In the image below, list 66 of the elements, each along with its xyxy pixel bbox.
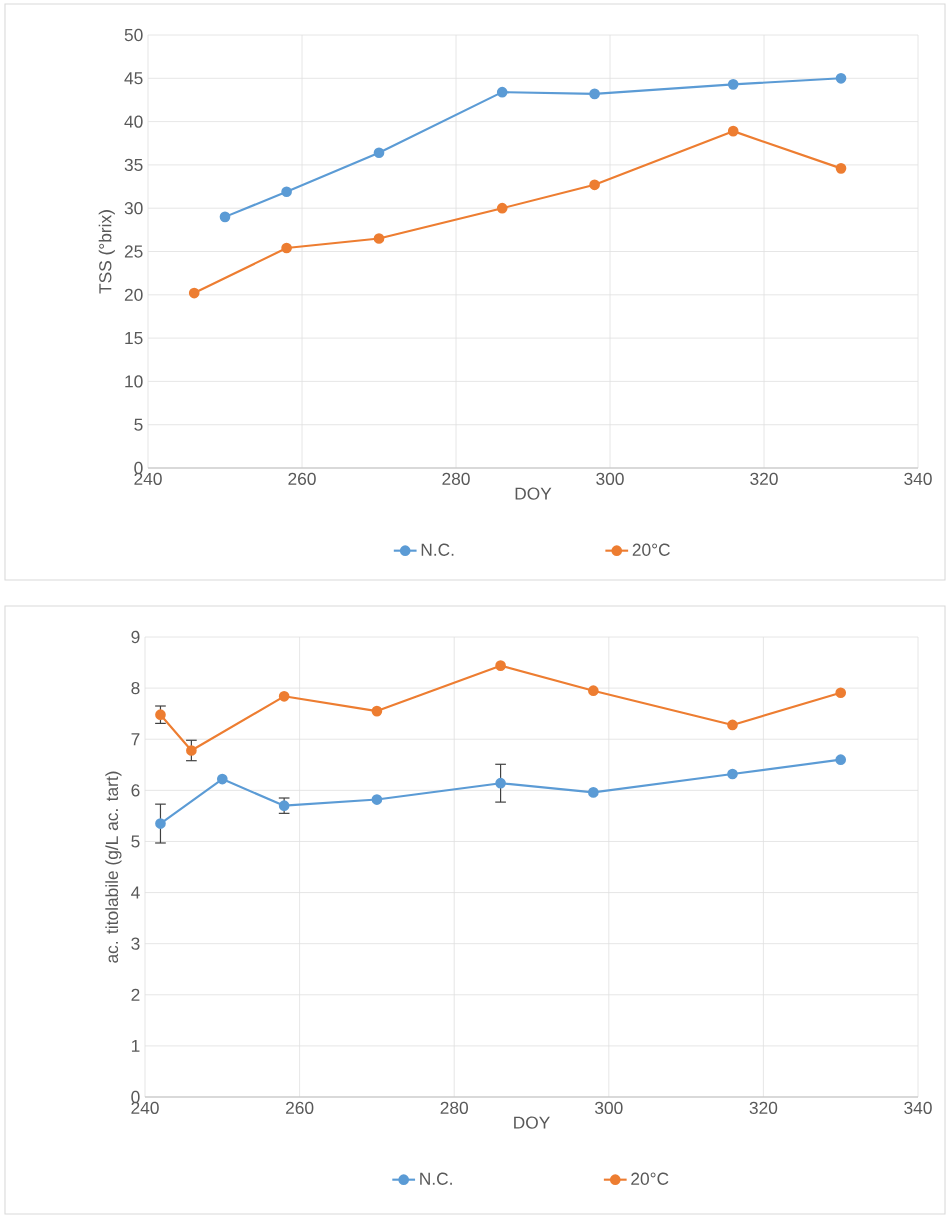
point bbox=[589, 179, 600, 191]
x-axis-title: DOY bbox=[515, 487, 552, 500]
y-tick-label: 45 bbox=[124, 72, 143, 85]
y-tick-label: 2 bbox=[131, 988, 140, 1001]
point bbox=[216, 773, 228, 785]
x-tick-label: 320 bbox=[749, 1101, 778, 1114]
y-tick-label: 7 bbox=[131, 733, 140, 746]
x-axis-title: DOY bbox=[514, 1116, 550, 1129]
x-tick-label: 340 bbox=[904, 472, 932, 485]
point bbox=[281, 242, 292, 254]
point bbox=[188, 287, 200, 299]
x-tick-label: 320 bbox=[750, 472, 778, 485]
point bbox=[496, 86, 508, 98]
x-tick-label: 340 bbox=[904, 1101, 932, 1114]
point bbox=[589, 88, 600, 100]
point bbox=[835, 754, 847, 766]
y-tick-label: 50 bbox=[124, 28, 143, 42]
point bbox=[835, 163, 847, 174]
point bbox=[281, 186, 292, 198]
point bbox=[727, 768, 738, 780]
point bbox=[495, 777, 506, 789]
point bbox=[219, 211, 231, 223]
point bbox=[371, 794, 383, 805]
x-tick-label: 280 bbox=[442, 472, 470, 485]
legend-label: 20°C bbox=[632, 543, 670, 556]
y-tick-label: 4 bbox=[131, 886, 140, 899]
legend-label: 20°C bbox=[631, 1172, 669, 1185]
point bbox=[155, 709, 166, 721]
point bbox=[727, 125, 739, 137]
point bbox=[278, 690, 290, 702]
y-tick-label: 1 bbox=[131, 1039, 140, 1052]
y-tick-label: 9 bbox=[131, 630, 140, 644]
y-axis-title: TSS (°brix) bbox=[98, 210, 115, 294]
y-tick-label: 30 bbox=[124, 202, 143, 215]
point bbox=[186, 745, 197, 756]
point bbox=[727, 79, 739, 90]
y-tick-label: 35 bbox=[124, 158, 143, 172]
y-tick-label: 5 bbox=[134, 418, 143, 431]
y-tick-label: 3 bbox=[131, 937, 140, 950]
legend-label: N.C. bbox=[420, 1172, 452, 1185]
x-tick-label: 280 bbox=[440, 1101, 468, 1114]
y-tick-label: 15 bbox=[125, 332, 143, 345]
x-tick-label: 300 bbox=[596, 472, 624, 485]
y-tick-label: 6 bbox=[131, 784, 140, 797]
point bbox=[155, 818, 166, 829]
point bbox=[835, 72, 847, 84]
y-tick-label: 5 bbox=[131, 835, 140, 848]
x-tick-label: 300 bbox=[595, 1101, 623, 1114]
point bbox=[496, 202, 508, 214]
point bbox=[835, 687, 847, 699]
y-tick-label: 25 bbox=[124, 245, 143, 258]
point bbox=[588, 787, 599, 798]
y-tick-label: 8 bbox=[131, 681, 140, 695]
point bbox=[373, 233, 385, 244]
point bbox=[727, 719, 738, 731]
point bbox=[495, 660, 506, 671]
x-tick-label: 260 bbox=[288, 472, 316, 485]
legend-label: N.C. bbox=[421, 543, 454, 556]
point bbox=[588, 685, 599, 697]
point bbox=[373, 147, 385, 159]
y-tick-label: 20 bbox=[124, 288, 143, 301]
y-tick-label: 40 bbox=[124, 115, 143, 128]
y-axis-title: ac. titolabile (g/L ac. tart) bbox=[105, 771, 122, 963]
x-tick-label: 260 bbox=[286, 1101, 314, 1114]
y-tick-label: 10 bbox=[125, 375, 143, 388]
point bbox=[371, 705, 383, 717]
